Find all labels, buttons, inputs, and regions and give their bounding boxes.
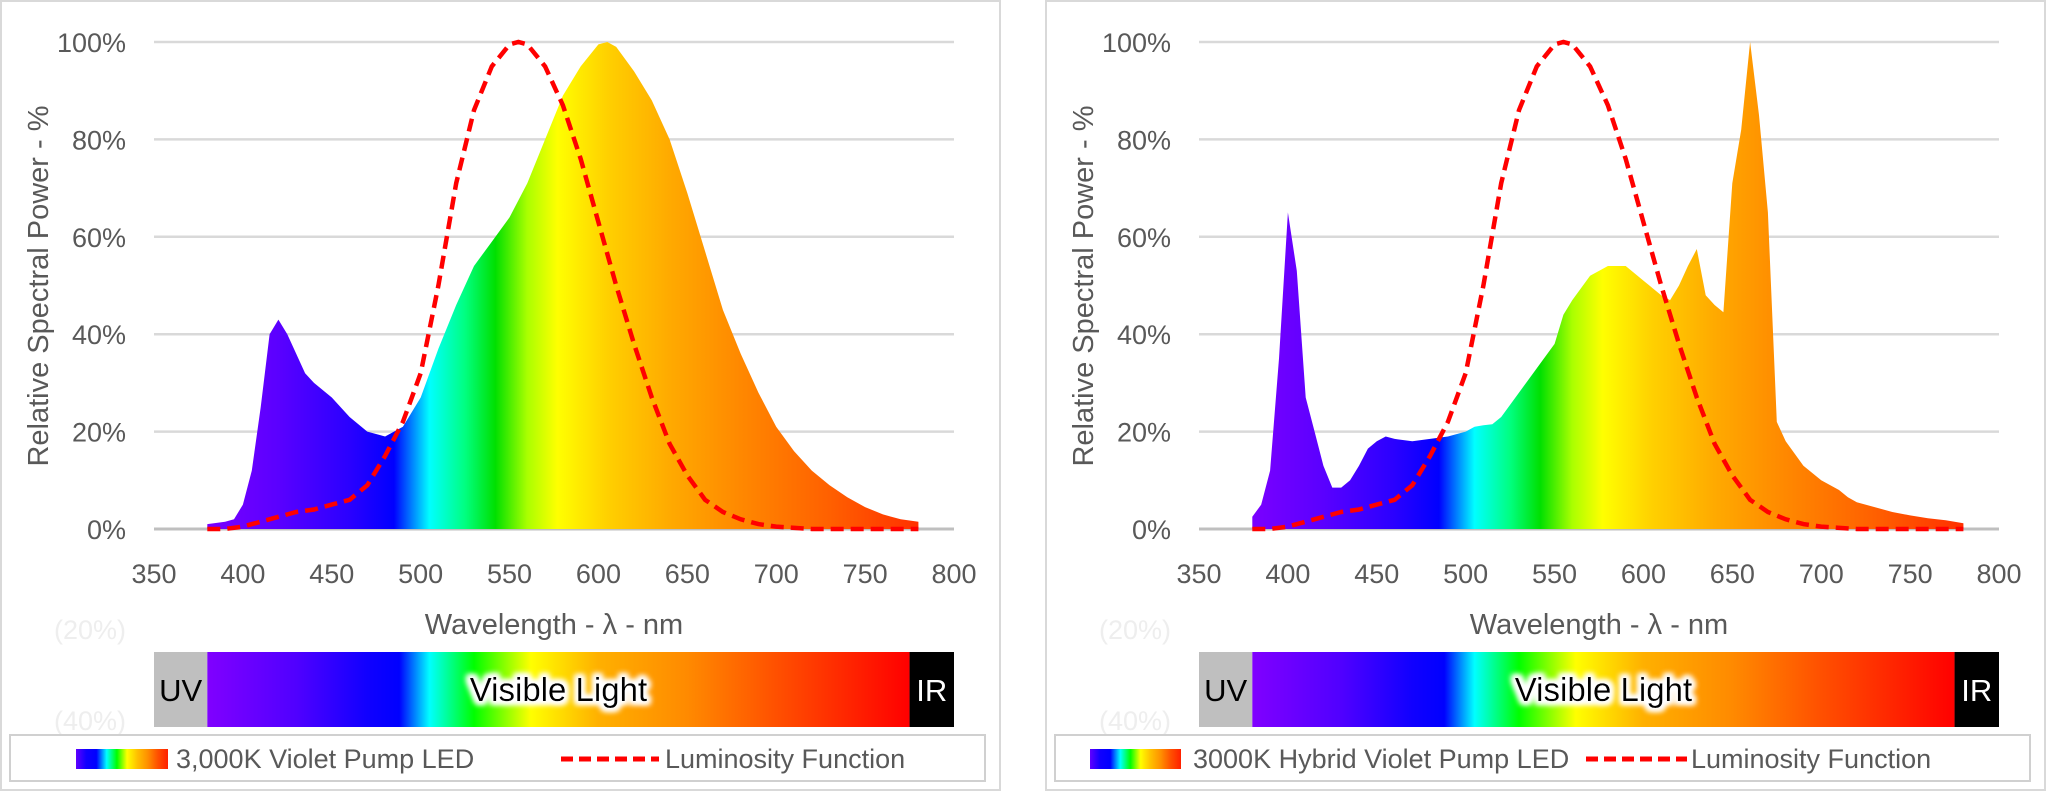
legend bbox=[9, 734, 986, 782]
x-tick-label: 700 bbox=[1799, 559, 1844, 589]
y-tick-label: 0% bbox=[87, 515, 126, 545]
uv-band bbox=[154, 652, 208, 727]
ir-band bbox=[1954, 652, 1999, 727]
ir-label: IR bbox=[1961, 673, 1992, 708]
luminosity-function-line bbox=[207, 39, 919, 532]
y-tick-label: 60% bbox=[72, 223, 126, 253]
x-tick-label: 500 bbox=[398, 559, 443, 589]
x-tick-label: 400 bbox=[1265, 559, 1310, 589]
uv-label: UV bbox=[159, 673, 202, 708]
uv-band bbox=[1199, 652, 1253, 727]
visible-light-band bbox=[207, 652, 910, 727]
x-tick-label: 450 bbox=[309, 559, 354, 589]
y-axis-title: Relative Spectral Power - % bbox=[1068, 105, 1100, 466]
x-tick-label: 550 bbox=[487, 559, 532, 589]
x-tick-label: 700 bbox=[754, 559, 799, 589]
y-tick-label-faint: (40%) bbox=[1099, 706, 1171, 736]
y-tick-label: 0% bbox=[1132, 515, 1171, 545]
ir-band bbox=[909, 652, 954, 727]
y-tick-label: 20% bbox=[72, 418, 126, 448]
visible-light-label: Visible Light bbox=[470, 671, 647, 708]
y-tick-label: 100% bbox=[57, 28, 126, 58]
luminosity-function-line bbox=[1252, 39, 1964, 532]
chart-panel-right: 0% 20% 40% 60% 80% 100% (20%) (40%) 350 400 450 500… bbox=[1045, 0, 2046, 791]
x-tick-label: 350 bbox=[1176, 559, 1221, 589]
x-tick-label: 600 bbox=[576, 559, 621, 589]
y-tick-label: 40% bbox=[72, 320, 126, 350]
x-axis-title: Wavelength - λ - nm bbox=[425, 609, 683, 641]
y-tick-label-faint: (20%) bbox=[1099, 615, 1171, 645]
y-tick-label: 20% bbox=[1117, 418, 1171, 448]
y-tick-label-faint: (20%) bbox=[54, 615, 126, 645]
x-tick-label: 450 bbox=[1354, 559, 1399, 589]
x-tick-label: 800 bbox=[931, 559, 976, 589]
led-spectrum-area bbox=[207, 42, 919, 529]
visible-light-label: Visible Light bbox=[1515, 671, 1692, 708]
visible-light-band bbox=[1252, 652, 1955, 727]
led-spectrum-area bbox=[1252, 42, 1964, 529]
y-tick-label: 100% bbox=[1102, 28, 1171, 58]
y-axis-title: Relative Spectral Power - % bbox=[23, 105, 55, 466]
y-tick-label-faint: (40%) bbox=[54, 706, 126, 736]
legend-label-led: 3000K Hybrid Violet Pump LED bbox=[1193, 744, 1569, 774]
legend bbox=[1054, 734, 2031, 782]
x-tick-label: 750 bbox=[1888, 559, 1933, 589]
ir-label: IR bbox=[916, 673, 947, 708]
legend-swatch-led bbox=[76, 749, 168, 769]
x-axis-title: Wavelength - λ - nm bbox=[1470, 609, 1728, 641]
legend-label-luminosity: Luminosity Function bbox=[665, 744, 905, 774]
legend-label-led: 3,000K Violet Pump LED bbox=[176, 744, 474, 774]
y-tick-label: 80% bbox=[1117, 125, 1171, 155]
x-tick-label: 650 bbox=[1710, 559, 1755, 589]
x-tick-label: 400 bbox=[220, 559, 265, 589]
legend-swatch-led bbox=[1090, 749, 1181, 769]
x-tick-label: 350 bbox=[131, 559, 176, 589]
uv-label: UV bbox=[1204, 673, 1247, 708]
x-tick-label: 500 bbox=[1443, 559, 1488, 589]
chart-panel-left: 0% 20% 40% 60% 80% 100% (20%) (40%) 350 400 450 500… bbox=[0, 0, 1001, 791]
chart-right: 0% 20% 40% 60% 80% 100% (20%) (40%) 350 400 450 500… bbox=[1054, 28, 2031, 782]
y-tick-label: 60% bbox=[1117, 223, 1171, 253]
y-tick-label: 80% bbox=[72, 125, 126, 155]
legend-label-luminosity: Luminosity Function bbox=[1691, 744, 1931, 774]
x-tick-label: 550 bbox=[1532, 559, 1577, 589]
x-tick-label: 800 bbox=[1976, 559, 2021, 589]
chart-left: 0% 20% 40% 60% 80% 100% (20%) (40%) 350 400 450 500… bbox=[9, 28, 986, 782]
x-tick-label: 750 bbox=[843, 559, 888, 589]
x-tick-label: 650 bbox=[665, 559, 710, 589]
y-tick-label: 40% bbox=[1117, 320, 1171, 350]
x-tick-label: 600 bbox=[1621, 559, 1666, 589]
